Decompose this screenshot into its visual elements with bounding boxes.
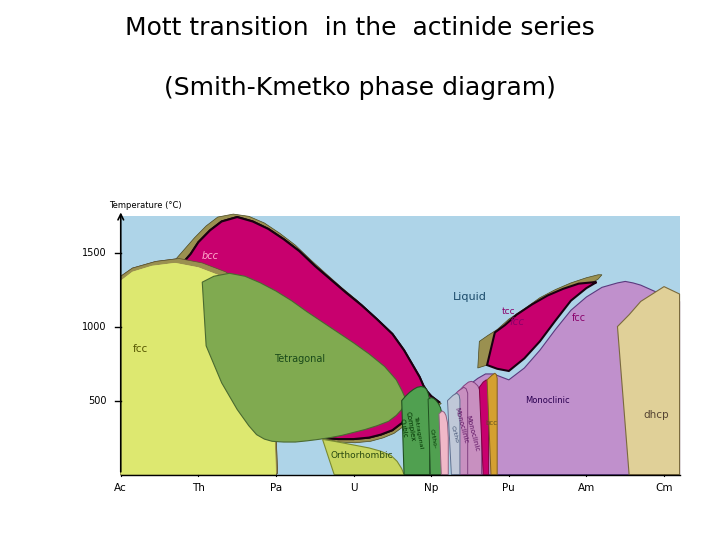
Text: Np: Np bbox=[424, 483, 438, 494]
Polygon shape bbox=[121, 259, 277, 475]
Polygon shape bbox=[121, 263, 276, 475]
Text: Liquid: Liquid bbox=[453, 292, 487, 302]
Polygon shape bbox=[428, 397, 443, 475]
Polygon shape bbox=[323, 440, 404, 475]
Polygon shape bbox=[459, 381, 482, 475]
Polygon shape bbox=[121, 215, 680, 475]
Text: fcc: fcc bbox=[572, 313, 586, 323]
Text: (Smith-Kmetko phase diagram): (Smith-Kmetko phase diagram) bbox=[164, 76, 556, 99]
Polygon shape bbox=[487, 282, 596, 371]
Polygon shape bbox=[402, 387, 430, 475]
Polygon shape bbox=[618, 287, 680, 475]
Text: Ortho: Ortho bbox=[450, 424, 459, 443]
Text: Tetragonal: Tetragonal bbox=[413, 416, 423, 450]
Text: Mott transition  in the  actinide series: Mott transition in the actinide series bbox=[125, 16, 595, 40]
Text: Pa: Pa bbox=[270, 483, 282, 494]
Polygon shape bbox=[121, 263, 276, 475]
Text: 1500: 1500 bbox=[82, 247, 107, 258]
Text: Orthorhombic: Orthorhombic bbox=[330, 451, 392, 460]
Text: 1000: 1000 bbox=[82, 322, 107, 332]
Text: Monoclinic: Monoclinic bbox=[464, 414, 480, 452]
Text: Pu: Pu bbox=[503, 483, 516, 494]
Polygon shape bbox=[179, 217, 439, 439]
Text: Tetragonal: Tetragonal bbox=[274, 354, 325, 364]
Text: Ac: Ac bbox=[114, 483, 127, 494]
Text: bcc: bcc bbox=[485, 420, 497, 426]
Text: Am: Am bbox=[578, 483, 595, 494]
Text: 500: 500 bbox=[89, 396, 107, 406]
Text: Cm: Cm bbox=[655, 483, 672, 494]
Text: Monoclinic: Monoclinic bbox=[526, 396, 570, 405]
Polygon shape bbox=[439, 411, 449, 475]
Polygon shape bbox=[171, 214, 441, 443]
Polygon shape bbox=[121, 263, 276, 475]
Text: U: U bbox=[350, 483, 357, 494]
Text: dhcp: dhcp bbox=[644, 410, 669, 420]
Polygon shape bbox=[121, 263, 276, 475]
Text: Monoclinic: Monoclinic bbox=[453, 407, 469, 444]
Polygon shape bbox=[470, 281, 680, 475]
Text: Complex
Cubic: Complex Cubic bbox=[397, 411, 415, 443]
Polygon shape bbox=[121, 259, 277, 475]
Text: Ortho-: Ortho- bbox=[428, 429, 437, 449]
Polygon shape bbox=[480, 380, 489, 475]
Text: tcc: tcc bbox=[502, 307, 516, 316]
Polygon shape bbox=[478, 275, 602, 369]
Polygon shape bbox=[448, 393, 460, 475]
Text: Th: Th bbox=[192, 483, 204, 494]
Polygon shape bbox=[179, 217, 439, 439]
Polygon shape bbox=[202, 273, 406, 442]
Text: bcc: bcc bbox=[202, 251, 218, 260]
Text: fcc: fcc bbox=[509, 317, 524, 327]
Polygon shape bbox=[487, 373, 498, 475]
Text: Temperature (°C): Temperature (°C) bbox=[109, 201, 181, 210]
Polygon shape bbox=[453, 387, 468, 475]
Text: fcc: fcc bbox=[132, 344, 148, 354]
